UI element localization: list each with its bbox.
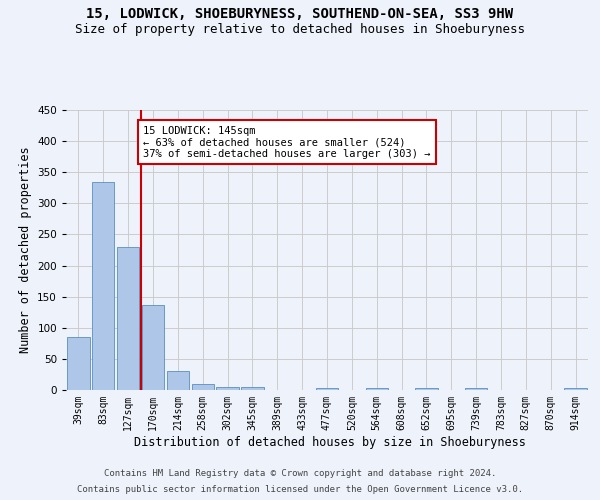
- Bar: [241, 387, 263, 390]
- Bar: [465, 388, 487, 390]
- Bar: [167, 372, 189, 390]
- Bar: [92, 182, 115, 390]
- Bar: [67, 337, 89, 390]
- Bar: [365, 388, 388, 390]
- Text: 15, LODWICK, SHOEBURYNESS, SOUTHEND-ON-SEA, SS3 9HW: 15, LODWICK, SHOEBURYNESS, SOUTHEND-ON-S…: [86, 8, 514, 22]
- Bar: [191, 384, 214, 390]
- Text: Contains public sector information licensed under the Open Government Licence v3: Contains public sector information licen…: [77, 484, 523, 494]
- Text: Distribution of detached houses by size in Shoeburyness: Distribution of detached houses by size …: [134, 436, 526, 449]
- Bar: [142, 306, 164, 390]
- Text: Size of property relative to detached houses in Shoeburyness: Size of property relative to detached ho…: [75, 22, 525, 36]
- Bar: [117, 247, 139, 390]
- Bar: [217, 387, 239, 390]
- Text: Contains HM Land Registry data © Crown copyright and database right 2024.: Contains HM Land Registry data © Crown c…: [104, 470, 496, 478]
- Bar: [415, 388, 437, 390]
- Bar: [565, 388, 587, 390]
- Y-axis label: Number of detached properties: Number of detached properties: [19, 146, 32, 354]
- Bar: [316, 388, 338, 390]
- Text: 15 LODWICK: 145sqm
← 63% of detached houses are smaller (524)
37% of semi-detach: 15 LODWICK: 145sqm ← 63% of detached hou…: [143, 126, 431, 159]
